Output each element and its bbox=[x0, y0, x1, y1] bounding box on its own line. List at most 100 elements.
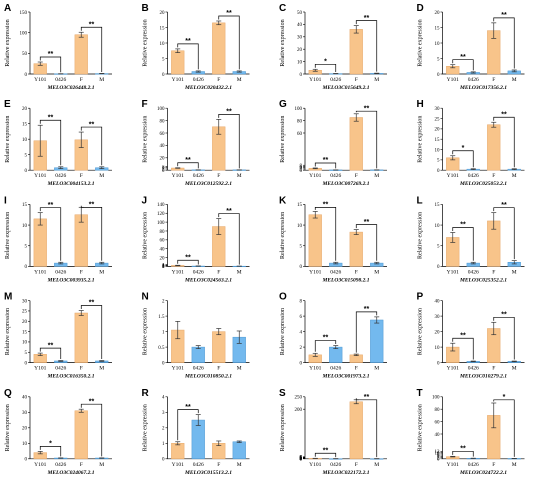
y-tick-label: 100 bbox=[432, 396, 440, 401]
x-tick-label: 0426 bbox=[193, 269, 204, 275]
significance-bracket bbox=[355, 311, 378, 353]
y-tick-label: 30 bbox=[22, 411, 28, 416]
significance-label: ** bbox=[364, 306, 370, 313]
y-tick-label: 0.5 bbox=[158, 346, 165, 351]
bar bbox=[191, 346, 205, 363]
significance-bracket bbox=[452, 150, 474, 168]
x-tick-label: F bbox=[492, 269, 495, 275]
x-tick-label: Y101 bbox=[447, 269, 459, 275]
y-axis-label: Relative expression bbox=[280, 116, 286, 163]
y-tick-label: 6 bbox=[437, 454, 440, 459]
significance-label: ** bbox=[89, 21, 95, 28]
y-tick-label: 5 bbox=[437, 245, 440, 250]
panel-letter: E bbox=[4, 99, 11, 110]
significance-label: ** bbox=[89, 398, 95, 405]
significance-bracket bbox=[314, 340, 337, 352]
y-tick-label: 1 bbox=[162, 442, 165, 447]
panel-letter: L bbox=[417, 195, 423, 206]
y-tick-label: 2 bbox=[300, 457, 303, 462]
y-tick-label: 0 bbox=[25, 73, 28, 78]
panel-letter: J bbox=[142, 195, 148, 206]
significance-bracket bbox=[80, 26, 103, 72]
bar bbox=[191, 419, 205, 460]
significance-bracket bbox=[493, 207, 515, 260]
y-tick-label: 15 bbox=[22, 203, 28, 208]
significance-bracket bbox=[314, 162, 337, 169]
x-tick-label: 0426 bbox=[468, 462, 479, 468]
significance-bracket bbox=[80, 205, 103, 261]
significance-bracket bbox=[355, 20, 378, 72]
significance-bracket bbox=[39, 446, 62, 457]
y-tick-label: 10 bbox=[22, 138, 28, 143]
y-tick-label: 0 bbox=[437, 361, 440, 366]
significance-label: ** bbox=[185, 254, 191, 261]
x-tick-label: 0426 bbox=[193, 366, 204, 372]
x-tick-label: M bbox=[374, 77, 379, 83]
x-tick-label: Y101 bbox=[309, 269, 321, 275]
significance-label: ** bbox=[185, 157, 191, 164]
panel-o: O Relative expression 0 2 4 6 8 Y101 0426 F M ** ** M… bbox=[279, 292, 387, 380]
panel-letter: P bbox=[417, 292, 424, 303]
significance-bracket bbox=[218, 15, 240, 70]
y-tick-label: 1 bbox=[162, 265, 165, 270]
y-tick-label: 40 bbox=[22, 396, 28, 401]
y-tick-label: 0 bbox=[162, 169, 165, 174]
y-tick-label: 5 bbox=[437, 159, 440, 164]
axis-lines bbox=[442, 396, 525, 460]
significance-label: ** bbox=[323, 202, 329, 209]
gene-label: MELO3C025352.2.1 bbox=[459, 277, 507, 283]
panel-letter: N bbox=[142, 292, 149, 303]
y-tick-label: 4 bbox=[300, 457, 303, 462]
y-tick-label: 60 bbox=[160, 132, 166, 137]
significance-label: ** bbox=[226, 10, 232, 17]
significance-bracket bbox=[314, 207, 337, 261]
x-tick-label: M bbox=[237, 462, 242, 468]
x-tick-label: Y101 bbox=[34, 462, 46, 468]
y-tick-label: 0 bbox=[25, 169, 28, 174]
x-tick-label: Y101 bbox=[172, 77, 184, 83]
significance-bracket bbox=[39, 207, 62, 261]
y-tick-label: 50 bbox=[297, 11, 303, 16]
significance-label: ** bbox=[185, 38, 191, 45]
panel-b: B Relative expression 0 5 10 15 20 Y101 0426 F M **… bbox=[142, 3, 250, 91]
x-tick-label: F bbox=[217, 269, 220, 275]
y-tick-label: 20 bbox=[22, 427, 28, 432]
y-tick-label: 15 bbox=[160, 26, 166, 31]
y-tick-label: 120 bbox=[157, 212, 165, 217]
gene-label: MELO3C010850.2.1 bbox=[184, 374, 232, 380]
y-axis-label: Relative expression bbox=[418, 116, 424, 163]
significance-label: ** bbox=[48, 114, 54, 121]
y-tick-label: 4 bbox=[162, 263, 165, 268]
significance-bracket bbox=[314, 452, 337, 458]
significance-label: ** bbox=[48, 51, 54, 58]
x-tick-label: 0426 bbox=[193, 77, 204, 83]
x-tick-label: F bbox=[217, 77, 220, 83]
y-tick-label: 50 bbox=[22, 52, 28, 57]
y-tick-label: 10 bbox=[22, 224, 28, 229]
x-tick-label: F bbox=[355, 462, 358, 468]
significance-label: ** bbox=[48, 342, 54, 349]
y-tick-label: 30 bbox=[435, 107, 441, 112]
y-tick-label: 20 bbox=[160, 157, 166, 162]
x-tick-label: M bbox=[99, 269, 104, 275]
y-tick-label: 30 bbox=[435, 315, 441, 320]
panel-letter: K bbox=[279, 195, 287, 206]
panel-k: K Relative expression 0 5 10 15 Y101 0426 F M ** **… bbox=[279, 195, 387, 283]
y-tick-label: 5 bbox=[25, 245, 28, 250]
significance-bracket bbox=[493, 316, 515, 360]
significance-label: ** bbox=[501, 12, 507, 19]
y-axis-label: Relative expression bbox=[143, 404, 149, 451]
y-tick-label: 4 bbox=[300, 330, 303, 335]
significance-bracket bbox=[39, 56, 62, 73]
x-tick-label: M bbox=[512, 269, 517, 275]
significance-label: ** bbox=[501, 111, 507, 118]
significance-bracket bbox=[493, 116, 515, 168]
x-tick-label: F bbox=[355, 173, 358, 179]
x-tick-label: F bbox=[492, 462, 495, 468]
y-tick-label: 0 bbox=[300, 169, 303, 174]
x-tick-label: M bbox=[374, 462, 379, 468]
x-tick-label: 0426 bbox=[330, 366, 341, 372]
y-axis-label: Relative expression bbox=[418, 212, 424, 259]
bar bbox=[74, 34, 88, 75]
